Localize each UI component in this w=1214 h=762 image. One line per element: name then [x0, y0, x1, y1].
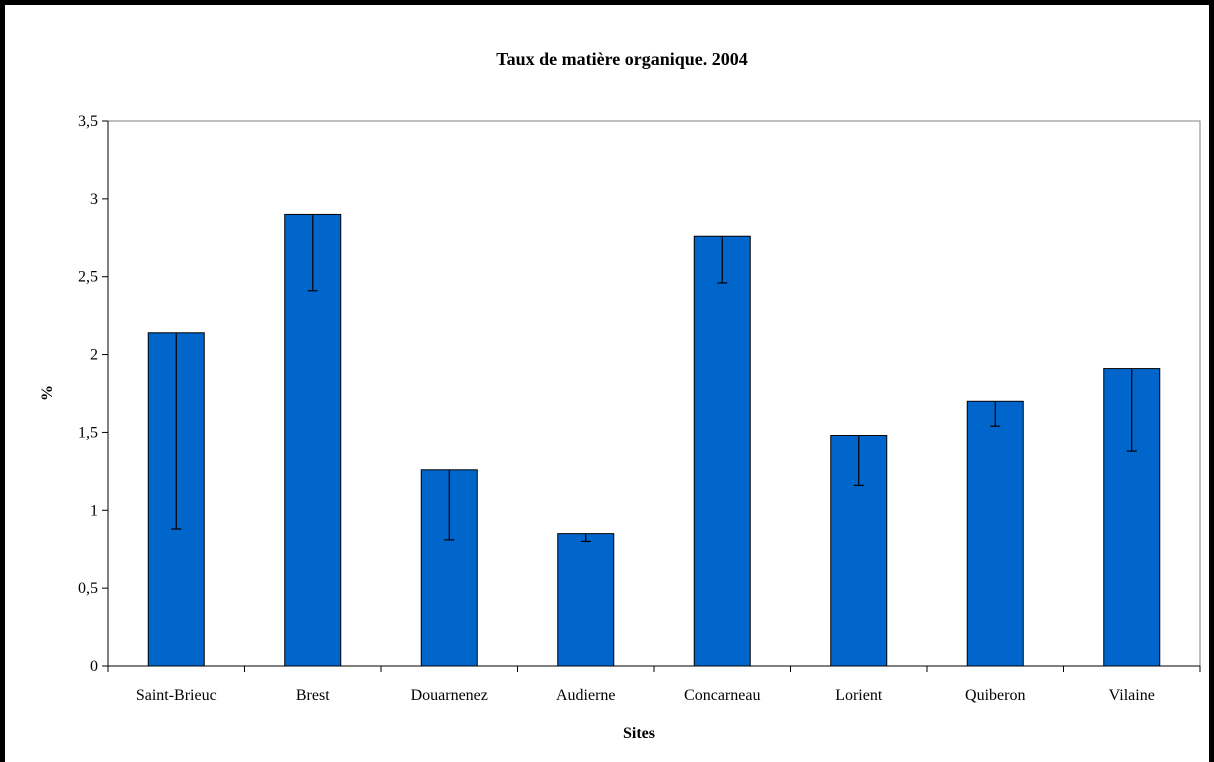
x-tick-label: Lorient	[835, 687, 883, 704]
x-tick-label: Saint-Brieuc	[136, 687, 217, 704]
x-tick-label: Audierne	[556, 687, 616, 704]
x-tick-label: Quiberon	[965, 687, 1025, 704]
bar-quiberon	[966, 400, 1024, 667]
x-tick-label: Douarnenez	[411, 687, 488, 704]
chart-title: Taux de matière organique. 2004	[496, 49, 748, 69]
y-tick-label: 1	[90, 502, 98, 519]
y-tick-label: 3	[90, 191, 98, 208]
bar-audierne	[557, 533, 615, 667]
x-tick-label: Vilaine	[1109, 687, 1155, 704]
plot-area: 0 0,5 1 1,5 2 2,5 3 3,5 Saint-Brieuc Brest Douarne…	[78, 113, 1201, 704]
bar-concarneau	[693, 235, 751, 667]
y-tick-label: 2,5	[78, 269, 98, 286]
x-tick-label: Brest	[296, 687, 330, 704]
x-axis-title: Sites	[623, 725, 655, 742]
y-axis-title: %	[39, 385, 56, 401]
y-tick-label: 0,5	[78, 580, 98, 597]
plot-border	[107, 120, 1201, 667]
y-tick-label: 3,5	[78, 113, 98, 130]
y-tick-label: 2	[90, 347, 98, 364]
x-tick-label: Concarneau	[684, 687, 760, 704]
y-tick-label: 0	[90, 658, 98, 675]
y-tick-label: 1,5	[78, 424, 98, 441]
